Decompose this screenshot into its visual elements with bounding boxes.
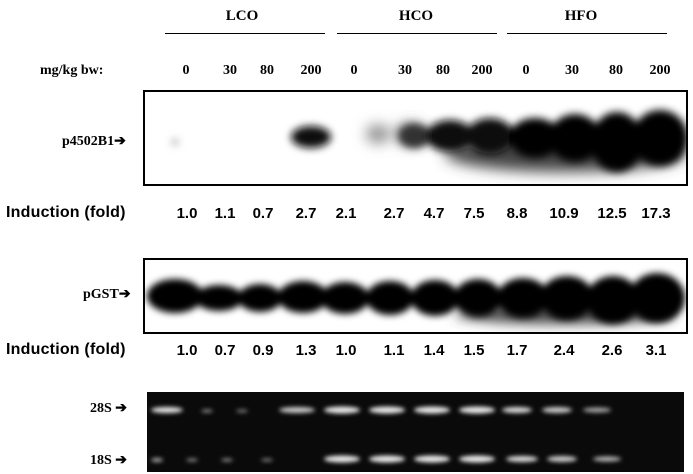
p4502b1-induction-value: 17.3 (641, 205, 671, 222)
p4502b1-induction-value: 2.7 (295, 205, 317, 222)
arrow-right-icon: ➔ (114, 134, 126, 149)
dose-label: 80 (436, 63, 450, 78)
dose-axis-label: mg/kg bw: (40, 63, 104, 78)
rrna-28s-label: 28S ➔ (90, 401, 128, 416)
dose-label: 200 (471, 63, 493, 78)
group-label-hfo: HFO (564, 8, 598, 24)
dose-label: 0 (182, 63, 190, 78)
p4502b1-induction-value: 1.0 (176, 205, 198, 222)
dose-label: 0 (522, 63, 530, 78)
p4502b1-induction-value: 8.8 (506, 205, 528, 222)
pgst-blot (143, 258, 688, 334)
group-line-hfo (507, 33, 667, 34)
arrow-right-icon: ➔ (115, 401, 128, 416)
pgst-induction-value: 1.7 (506, 342, 528, 359)
p4502b1-induction-value: 10.9 (549, 205, 579, 222)
dose-label: 200 (300, 63, 322, 78)
arrow-right-icon: ➔ (115, 453, 128, 468)
dose-label: 0 (350, 63, 358, 78)
pgst-induction-value: 1.0 (335, 342, 357, 359)
p4502b1-induction-value: 4.7 (423, 205, 445, 222)
p4502b1-induction-value: 2.7 (383, 205, 405, 222)
pgst-induction-value: 1.0 (176, 342, 198, 359)
rrna-gel-image (151, 406, 621, 463)
p4502b1-induction-value: 0.7 (252, 205, 274, 222)
rrna-18s-label: 18S ➔ (90, 453, 128, 468)
p4502b1-label: p4502B1➔ (62, 134, 126, 149)
p4502b1-blot-image (172, 110, 686, 172)
dose-label: 30 (565, 63, 579, 78)
pgst-induction-value: 3.1 (645, 342, 667, 359)
dose-label: 80 (609, 63, 623, 78)
p4502b1-induction-label: Induction (fold) (6, 204, 126, 221)
rrna-gel (147, 392, 684, 472)
p4502b1-induction-value: 12.5 (597, 205, 627, 222)
pgst-induction-value: 1.3 (295, 342, 317, 359)
pgst-blot-image (147, 273, 685, 324)
dose-label: 30 (398, 63, 412, 78)
group-line-lco (165, 33, 325, 34)
pgst-induction-label: Induction (fold) (6, 341, 126, 358)
pgst-induction-value: 1.4 (423, 342, 445, 359)
p4502b1-blot (143, 90, 688, 186)
pgst-induction-value: 1.5 (463, 342, 485, 359)
pgst-induction-value: 2.6 (601, 342, 623, 359)
p4502b1-induction-value: 7.5 (463, 205, 485, 222)
pgst-label: pGST➔ (83, 287, 131, 302)
dose-label: 80 (260, 63, 274, 78)
pgst-induction-value: 0.9 (252, 342, 274, 359)
pgst-induction-value: 2.4 (553, 342, 575, 359)
p4502b1-induction-value: 1.1 (214, 205, 236, 222)
pgst-induction-value: 1.1 (383, 342, 405, 359)
group-line-hco (337, 33, 497, 34)
arrow-right-icon: ➔ (118, 287, 131, 302)
pgst-induction-value: 0.7 (214, 342, 236, 359)
group-label-hco: HCO (398, 8, 434, 24)
dose-label: 30 (223, 63, 237, 78)
dose-label: 200 (649, 63, 671, 78)
p4502b1-induction-value: 2.1 (335, 205, 357, 222)
group-label-lco: LCO (225, 8, 259, 24)
